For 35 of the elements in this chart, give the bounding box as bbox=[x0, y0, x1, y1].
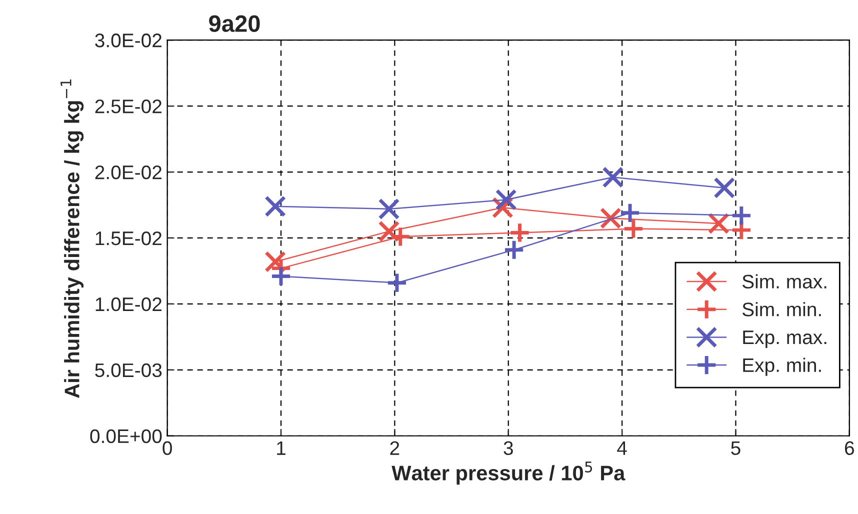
y-tick-label: 5.0E-03 bbox=[95, 363, 162, 378]
point bbox=[602, 166, 624, 188]
legend-label: Sim. max. bbox=[742, 274, 826, 288]
legend-label: Exp. min. bbox=[743, 358, 821, 376]
y-tick-label: 2.0E-02 bbox=[95, 165, 162, 180]
legend-label: Exp. max. bbox=[743, 330, 826, 348]
point bbox=[270, 265, 292, 288]
x-tick-label: 0 bbox=[162, 441, 172, 456]
y-tick-label: 1.0E-02 bbox=[96, 297, 162, 312]
point bbox=[264, 250, 286, 272]
x-tick-label: 4 bbox=[617, 441, 627, 455]
x-tick-label: 3 bbox=[504, 441, 513, 456]
x-tick-label: 2 bbox=[390, 441, 400, 455]
chart-title: 9a20 bbox=[209, 15, 260, 32]
y-axis-title: Air humidity difference / kg kg$^{−1}$ bbox=[60, 79, 84, 398]
y-tick-label: 2.5E-02 bbox=[95, 100, 162, 114]
x-axis-title: Water pressure / 10$^{5}$ Pa bbox=[392, 462, 626, 485]
x-tick-label: 6 bbox=[845, 441, 854, 456]
point bbox=[730, 204, 752, 226]
point bbox=[378, 198, 400, 220]
y-tick-label: 1.5E-02 bbox=[96, 231, 162, 246]
x-tick-label: 5 bbox=[731, 441, 740, 456]
point bbox=[714, 177, 736, 199]
point bbox=[264, 196, 286, 218]
point bbox=[378, 220, 400, 242]
y-tick-label: 0.0E+00 bbox=[90, 429, 162, 444]
point bbox=[386, 272, 408, 294]
x-tick-label: 1 bbox=[277, 441, 286, 455]
point bbox=[503, 239, 525, 261]
y-tick-label: 3.0E-02 bbox=[95, 34, 162, 48]
point bbox=[390, 226, 412, 248]
point bbox=[619, 202, 641, 224]
legend-label: Sim. min. bbox=[742, 302, 821, 316]
point bbox=[495, 188, 517, 210]
point bbox=[508, 222, 530, 244]
